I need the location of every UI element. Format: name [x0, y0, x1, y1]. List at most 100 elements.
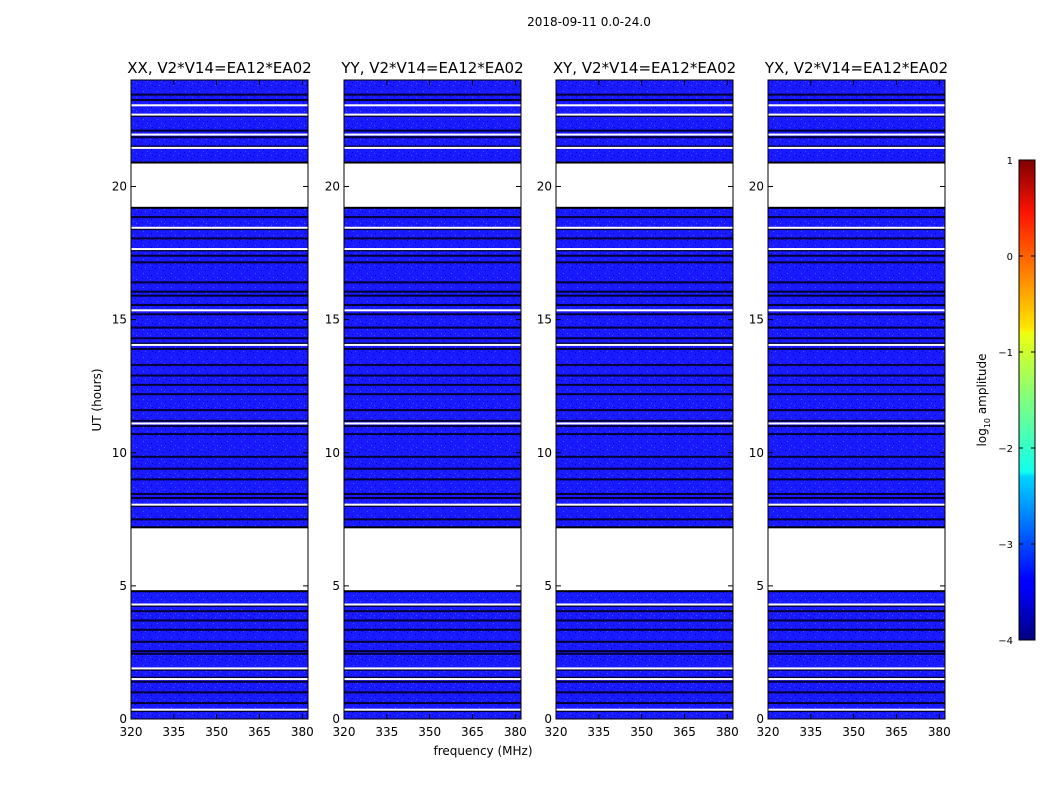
flag-line: [768, 668, 945, 671]
flag-line: [344, 676, 521, 679]
flag-line: [131, 383, 308, 386]
flag-line: [768, 467, 945, 470]
gap-line: [344, 226, 521, 229]
flag-line: [768, 710, 945, 713]
flag-line: [344, 136, 521, 139]
flag-line: [131, 628, 308, 631]
gap-line: [768, 667, 945, 670]
colorbar-ticks: −4 −3 −2 −1 0 1: [998, 156, 1035, 647]
x-tick-label: 320: [333, 725, 356, 739]
flag-line: [768, 505, 945, 507]
gap-line: [556, 104, 733, 107]
flag-line: [768, 342, 945, 345]
flag-line: [344, 393, 521, 396]
flag-line: [556, 393, 733, 396]
flag-line: [131, 129, 308, 132]
y-tick-label: 10: [112, 446, 127, 460]
data-block: [344, 207, 521, 528]
flag-line: [768, 228, 945, 231]
gap-line: [556, 678, 733, 681]
flag-line: [768, 313, 945, 316]
y-tick-label: 20: [112, 180, 127, 194]
x-tick-label: 335: [375, 725, 398, 739]
flag-line: [556, 313, 733, 316]
data-block: [131, 207, 308, 528]
gap-line: [556, 226, 733, 229]
flag-line: [344, 342, 521, 345]
flag-line: [556, 145, 733, 148]
flag-line: [768, 303, 945, 306]
flag-line: [556, 237, 733, 240]
panel: YY, V2*V14=EA12*EA02 320 335 350 365 380 0 5 10 1…: [325, 59, 527, 739]
flag-line: [131, 455, 308, 458]
gap-edge: [344, 206, 521, 209]
flag-line: [344, 518, 521, 521]
flag-line: [344, 249, 521, 252]
gap-line: [344, 667, 521, 670]
flag-line: [768, 254, 945, 257]
flag-line: [768, 363, 945, 366]
flag-line: [556, 303, 733, 306]
flag-line: [768, 652, 945, 655]
x-tick-label: 365: [885, 725, 908, 739]
flag-line: [344, 383, 521, 386]
flag-line: [768, 129, 945, 132]
y-tick-label: 10: [325, 446, 340, 460]
flag-line: [344, 337, 521, 340]
flag-line: [131, 216, 308, 219]
x-tick-label: 380: [716, 725, 739, 739]
flag-line: [556, 93, 733, 96]
flag-line: [131, 478, 308, 481]
flag-line: [556, 281, 733, 284]
flag-line: [131, 650, 308, 653]
x-tick-label: 350: [630, 725, 653, 739]
y-tick-label: 0: [544, 712, 552, 726]
flag-line: [556, 216, 733, 219]
flag-line: [556, 455, 733, 458]
flag-line: [556, 680, 733, 683]
data-block: [768, 80, 945, 163]
gap-line: [768, 248, 945, 251]
gap-line: [344, 104, 521, 107]
gap-edge: [344, 590, 521, 593]
flag-line: [344, 702, 521, 705]
flag-line: [768, 455, 945, 458]
x-tick-label: 380: [291, 725, 314, 739]
flag-line: [556, 518, 733, 521]
flag-line: [344, 668, 521, 671]
panel-frame: [343, 79, 522, 720]
gap-edge: [556, 161, 733, 164]
gap-line: [344, 113, 521, 116]
colorbar-tick-label: −4: [998, 636, 1013, 647]
y-tick-label: 0: [756, 712, 764, 726]
flag-line: [768, 628, 945, 631]
flag-line: [556, 342, 733, 345]
flag-line: [131, 702, 308, 705]
flag-line: [131, 326, 308, 329]
flag-line: [556, 652, 733, 655]
flag-line: [131, 114, 308, 117]
flag-line: [344, 261, 521, 264]
data-block: [768, 207, 945, 528]
gap-edge: [131, 526, 308, 529]
panel: XX, V2*V14=EA12*EA02 320 335 350 365 380 0 5 10 1…: [112, 59, 314, 739]
flag-line: [131, 313, 308, 316]
flag-line: [131, 652, 308, 655]
colorbar-tick-label: −2: [998, 444, 1013, 455]
flag-line: [344, 303, 521, 306]
flag-line: [556, 668, 733, 671]
flag-line: [556, 249, 733, 252]
flag-line: [556, 650, 733, 653]
x-tick-label: 320: [757, 725, 780, 739]
gap-line: [131, 422, 308, 425]
y-tick-label: 5: [544, 579, 552, 593]
flag-line: [131, 676, 308, 679]
flag-line: [556, 136, 733, 139]
gap-line: [131, 104, 308, 107]
data-block: [768, 591, 945, 719]
gap-line: [131, 309, 308, 312]
gap-edge: [768, 590, 945, 593]
flag-line: [768, 393, 945, 396]
flag-line: [768, 691, 945, 694]
gap-edge: [344, 161, 521, 164]
